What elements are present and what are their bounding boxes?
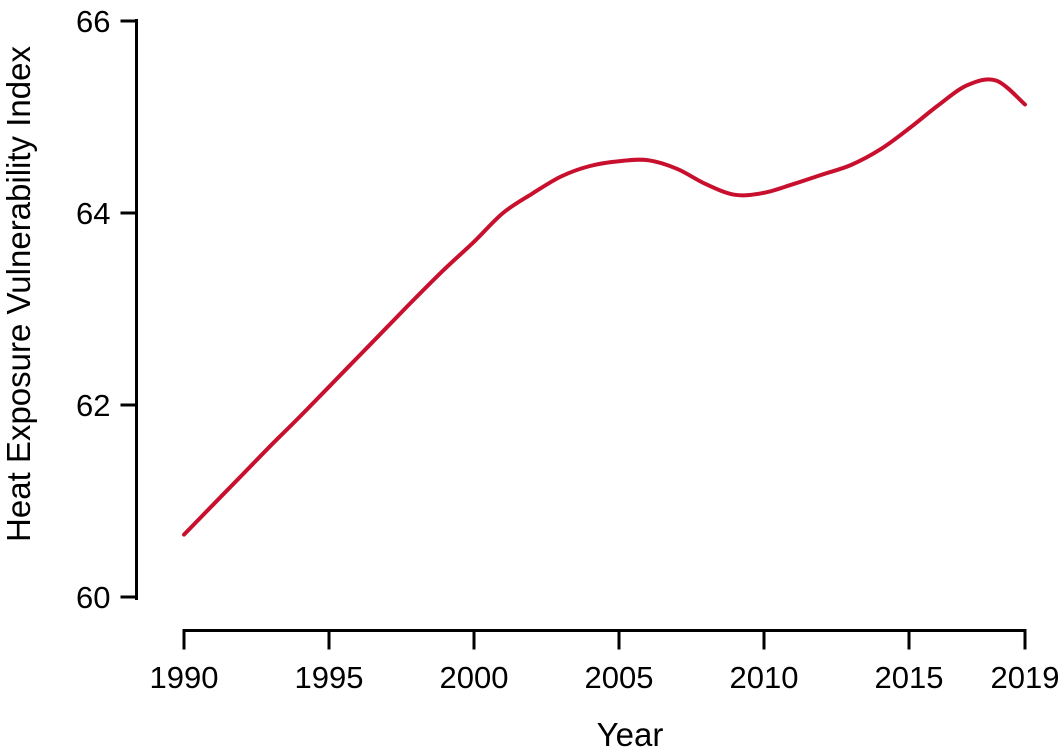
x-tick-label: 2000 xyxy=(440,660,509,695)
y-tick-label: 66 xyxy=(76,4,110,39)
y-tick-label: 64 xyxy=(76,196,110,231)
y-axis: 60 62 64 66 xyxy=(76,4,138,615)
x-tick-label: 2010 xyxy=(730,660,799,695)
series-group xyxy=(182,77,1027,537)
x-tick-label: 1990 xyxy=(150,660,219,695)
y-tick-label: 60 xyxy=(76,580,110,615)
x-axis-label: Year xyxy=(597,716,664,752)
y-tick-label: 62 xyxy=(76,388,110,423)
x-tick-label: 2005 xyxy=(585,660,654,695)
x-tick-label: 1995 xyxy=(295,660,364,695)
x-axis: 1990 1995 2000 2005 2010 2015 2019 xyxy=(150,629,1060,695)
x-tick-label: 2019 xyxy=(991,660,1060,695)
series-line xyxy=(182,77,1027,537)
x-tick-label: 2015 xyxy=(875,660,944,695)
y-axis-label: Heat Exposure Vulnerability Index xyxy=(0,46,37,542)
